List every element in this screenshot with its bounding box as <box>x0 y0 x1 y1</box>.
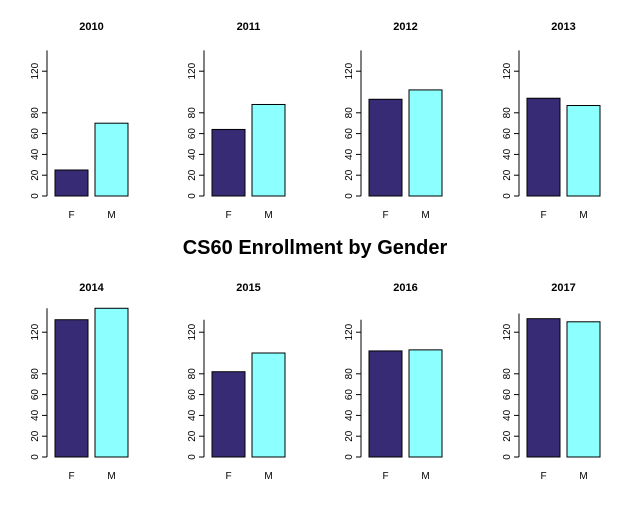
y-tick-label: 60 <box>344 128 355 140</box>
bar-m <box>566 105 601 197</box>
panel-2017: 2017 F M 0 20 40 60 80 120 <box>502 282 601 482</box>
y-tick-label: 60 <box>30 389 41 401</box>
y-tick-label: 60 <box>502 128 513 140</box>
y-tick-label: 60 <box>187 128 198 140</box>
bar-f <box>211 128 246 197</box>
category-label: F <box>68 471 74 482</box>
y-tick-label: 0 <box>502 193 513 199</box>
y-tick-label: 0 <box>30 454 41 460</box>
category-label: M <box>579 471 587 482</box>
category-label: M <box>264 471 272 482</box>
category-label: F <box>225 210 231 221</box>
y-tick-label: 0 <box>344 193 355 199</box>
y-tick-label: 80 <box>30 107 41 119</box>
y-tick-label: 20 <box>344 169 355 181</box>
bar-m <box>94 307 129 458</box>
category-label: F <box>382 210 388 221</box>
y-tick-label: 20 <box>187 169 198 181</box>
panel-2014: 2014 F M 0 20 40 60 80 120 <box>30 282 129 482</box>
panel-title: 2016 <box>393 282 417 294</box>
y-tick-label: 40 <box>187 148 198 160</box>
y-tick-label: 20 <box>30 430 41 442</box>
y-tick-label: 80 <box>187 368 198 380</box>
y-tick-label: 40 <box>187 409 198 421</box>
y-tick-label: 0 <box>187 193 198 199</box>
category-label: F <box>68 210 74 221</box>
panel-2012: 2012 F M 0 20 40 60 80 120 <box>344 21 443 221</box>
bar-f <box>368 350 403 458</box>
y-tick-label: 120 <box>30 62 41 79</box>
bar-f <box>526 97 561 197</box>
panel-title: 2014 <box>79 282 104 294</box>
category-label: M <box>107 210 115 221</box>
y-tick-label: 120 <box>502 62 513 79</box>
bar-f <box>526 318 561 458</box>
y-tick-label: 20 <box>30 169 41 181</box>
bar-f <box>211 371 246 458</box>
y-tick-label: 40 <box>344 409 355 421</box>
y-tick-label: 20 <box>344 430 355 442</box>
y-tick-label: 80 <box>502 107 513 119</box>
y-tick-label: 120 <box>187 323 198 340</box>
y-tick-label: 80 <box>344 368 355 380</box>
y-tick-label: 80 <box>187 107 198 119</box>
y-tick-label: 40 <box>502 409 513 421</box>
panel-2016: 2016 F M 0 20 40 60 80 120 <box>344 282 443 482</box>
y-tick-label: 0 <box>502 454 513 460</box>
category-label: F <box>540 210 546 221</box>
category-label: M <box>421 210 429 221</box>
panel-title: 2017 <box>551 282 575 294</box>
y-tick-label: 0 <box>30 193 41 199</box>
panel-2010: 2010 F M 0 20 40 60 80 120 <box>30 21 129 221</box>
category-label: F <box>382 471 388 482</box>
y-tick-label: 120 <box>344 323 355 340</box>
panel-2015: 2015 F M 0 20 40 60 80 120 <box>187 282 286 482</box>
y-tick-label: 120 <box>344 62 355 79</box>
category-label: F <box>540 471 546 482</box>
y-tick-label: 120 <box>502 323 513 340</box>
bar-m <box>251 103 286 197</box>
bar-f <box>54 169 89 197</box>
bar-f <box>54 319 89 458</box>
panel-title: 2010 <box>79 21 103 33</box>
y-tick-label: 80 <box>30 368 41 380</box>
panel-title: 2013 <box>551 21 575 33</box>
panel-title: 2011 <box>237 21 261 33</box>
y-tick-label: 60 <box>187 389 198 401</box>
bar-m <box>408 349 443 458</box>
y-tick-label: 40 <box>344 148 355 160</box>
y-tick-label: 40 <box>30 148 41 160</box>
y-tick-label: 80 <box>344 107 355 119</box>
category-label: M <box>107 471 115 482</box>
y-tick-label: 60 <box>344 389 355 401</box>
panel-title: 2015 <box>236 282 260 294</box>
panel-title: 2012 <box>393 21 417 33</box>
bar-m <box>408 89 443 197</box>
y-tick-label: 20 <box>502 169 513 181</box>
y-tick-label: 20 <box>502 430 513 442</box>
y-tick-label: 120 <box>30 323 41 340</box>
y-tick-label: 40 <box>30 409 41 421</box>
bar-m <box>94 122 129 197</box>
bar-m <box>566 321 601 458</box>
y-tick-label: 80 <box>502 368 513 380</box>
y-tick-label: 60 <box>502 389 513 401</box>
y-tick-label: 0 <box>187 454 198 460</box>
y-tick-label: 0 <box>344 454 355 460</box>
category-label: M <box>579 210 587 221</box>
y-tick-label: 60 <box>30 128 41 140</box>
bar-f <box>368 98 403 197</box>
bar-m <box>251 352 286 458</box>
category-label: M <box>264 210 272 221</box>
category-label: F <box>225 471 231 482</box>
y-tick-label: 40 <box>502 148 513 160</box>
y-tick-label: 120 <box>187 62 198 79</box>
panel-2011: 2011 F M 0 20 40 60 80 120 <box>187 21 286 221</box>
panel-2013: 2013 F M 0 20 40 60 80 120 <box>502 21 601 221</box>
y-tick-label: 20 <box>187 430 198 442</box>
main-title: CS60 Enrollment by Gender <box>183 237 448 259</box>
category-label: M <box>421 471 429 482</box>
